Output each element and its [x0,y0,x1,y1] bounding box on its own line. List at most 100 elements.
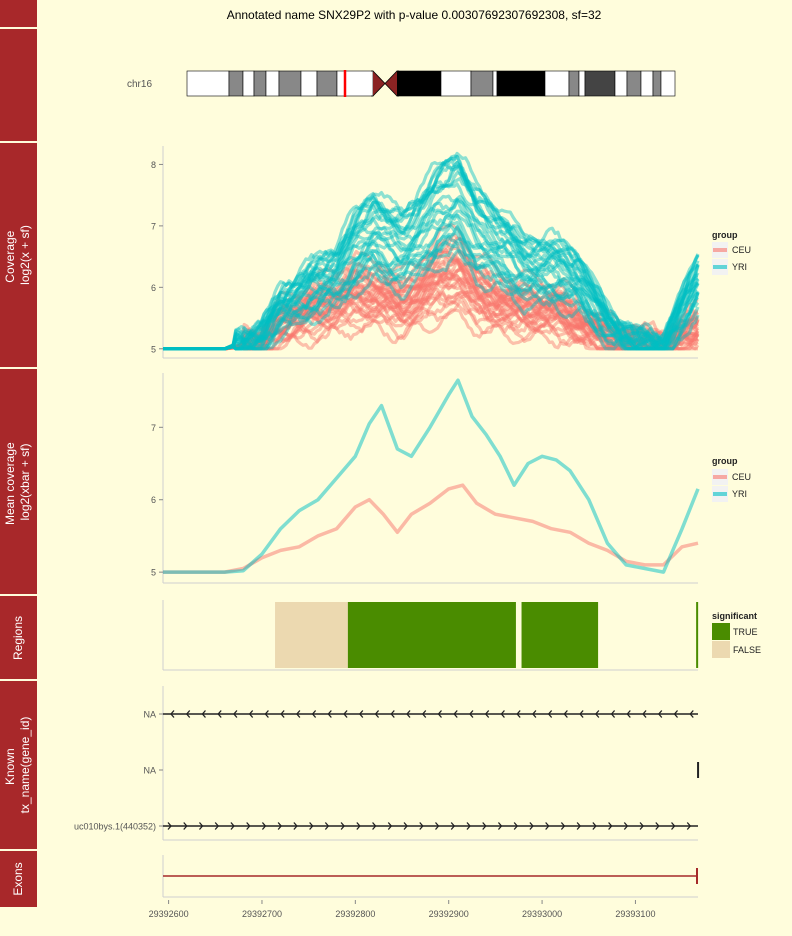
strand-arrow [529,822,534,830]
coverage-line-ceu [163,233,699,351]
strand-arrow [657,710,663,718]
strand-arrow [563,710,568,718]
ideogram-band [253,70,267,97]
centromere-right [385,71,397,96]
coverage-line-ceu [163,274,700,351]
coverage-panel: 5 6 7 8 [151,146,700,359]
coverage-line-yri [163,158,700,351]
y-tick-label: 8 [151,160,156,170]
strand-arrow [466,822,471,830]
y-tick-label: 5 [151,568,156,578]
ideogram-band [652,70,662,97]
mean-line-ceu [163,483,699,574]
coverage-line-ceu [163,260,699,351]
coverage-line-ceu [163,292,700,351]
strand-arrow [309,822,314,830]
strip-label-mean-line1: Mean coverage [3,442,17,525]
coverage-line-yri [163,225,700,351]
strip-label-coverage-line1: Coverage [3,230,17,282]
strand-arrow [610,710,616,718]
coverage-line-yri [163,234,699,351]
strand-arrow [545,822,550,830]
coverage-line-ceu [163,266,699,351]
coverage-line-ceu [163,249,700,351]
strand-arrow [390,710,395,718]
strand-arrow [419,822,424,830]
strand-arrow [592,822,597,830]
strand-arrow [560,822,566,830]
strand-arrow [324,822,330,830]
legend-title: significant [712,611,757,621]
coverage-line-yri [163,213,699,351]
coverage-line-yri [163,194,699,351]
strand-arrow [482,822,487,830]
strand-arrow [374,710,380,718]
strand-arrow [358,710,364,718]
region-true [696,602,699,668]
strand-arrow [655,822,660,830]
ideogram-band [544,70,570,97]
coverage-line-yri [163,151,700,351]
strand-arrow [293,822,298,830]
coverage-line-ceu [163,258,700,351]
strand-arrow [264,710,269,718]
coverage-line-ceu [163,236,699,351]
coverage-line-ceu [163,256,699,351]
strand-arrow [497,822,503,830]
coverage-line-ceu [163,223,699,351]
ideogram-band [336,70,374,97]
strand-arrow [170,710,175,718]
centromere-outline-right [384,70,399,97]
strip-regions [0,596,37,679]
coverage-line-yri [163,209,700,351]
regions-panel [162,600,699,671]
strand-arrow [217,710,222,718]
coverage-line-yri [163,154,700,351]
ideogram-band [640,70,654,97]
coverage-line-yri [163,154,700,351]
coverage-line-ceu [163,272,699,351]
strand-arrow [387,822,393,830]
strand-arrow [579,710,584,718]
figure-title: Annotated name SNX29P2 with p-value 0.00… [227,8,602,22]
strip-known [0,681,37,849]
legend-label-false: FALSE [733,645,761,655]
coverage-line-yri [163,182,699,351]
chromosome-ideogram [186,70,676,97]
strand-arrow [435,822,440,830]
strand-arrow [623,822,629,830]
exons-panel [162,855,698,898]
legend-title: group [712,230,738,240]
known-transcripts-panel: NA NA uc010bys.1(440352) [74,686,700,841]
coverage-line-ceu [163,287,698,351]
strand-arrow [500,710,505,718]
strand-arrow [198,822,204,830]
ideogram-band [626,70,642,97]
coverage-line-ceu [163,236,700,351]
ideogram-band [300,70,318,97]
legend-group-mean: group CEU YRI [712,456,751,502]
strand-arrow [214,822,220,830]
strand-arrow [686,822,692,830]
strand-arrow [453,710,458,718]
ideogram-band [568,70,580,97]
strand-arrow [689,710,694,718]
ideogram-band [660,70,676,97]
track-label: uc010bys.1(440352) [74,822,156,832]
strip-label-mean-line2: log2(xbar + sf) [18,443,32,520]
strand-arrow [403,822,408,830]
x-tick-label: 29392800 [335,909,375,919]
strand-arrow [280,710,285,718]
coverage-line-ceu [163,264,700,351]
strip-top [0,0,37,27]
centromere-left [373,71,385,96]
ideogram-label: chr16 [127,79,152,90]
legend-label-yri: YRI [732,262,747,272]
strip-exons [0,851,37,907]
coverage-line-yri [163,210,700,351]
strand-arrow [356,822,361,830]
legend-label-true: TRUE [733,627,758,637]
strip-label-known-line1: Known [3,748,17,785]
ideogram-band [265,70,280,97]
